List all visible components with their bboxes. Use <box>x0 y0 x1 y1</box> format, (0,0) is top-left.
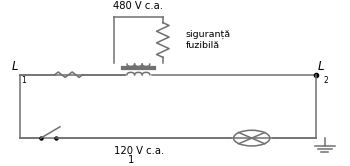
Text: 1: 1 <box>128 155 135 165</box>
Text: 1: 1 <box>21 76 26 85</box>
Text: siguranță
fuzibilă: siguranță fuzibilă <box>186 30 231 50</box>
Text: 480 V c.a.: 480 V c.a. <box>113 1 163 11</box>
Text: 120 V c.a.: 120 V c.a. <box>114 146 164 156</box>
Text: L: L <box>318 60 324 73</box>
Text: 2: 2 <box>324 76 329 85</box>
Text: L: L <box>12 60 18 73</box>
